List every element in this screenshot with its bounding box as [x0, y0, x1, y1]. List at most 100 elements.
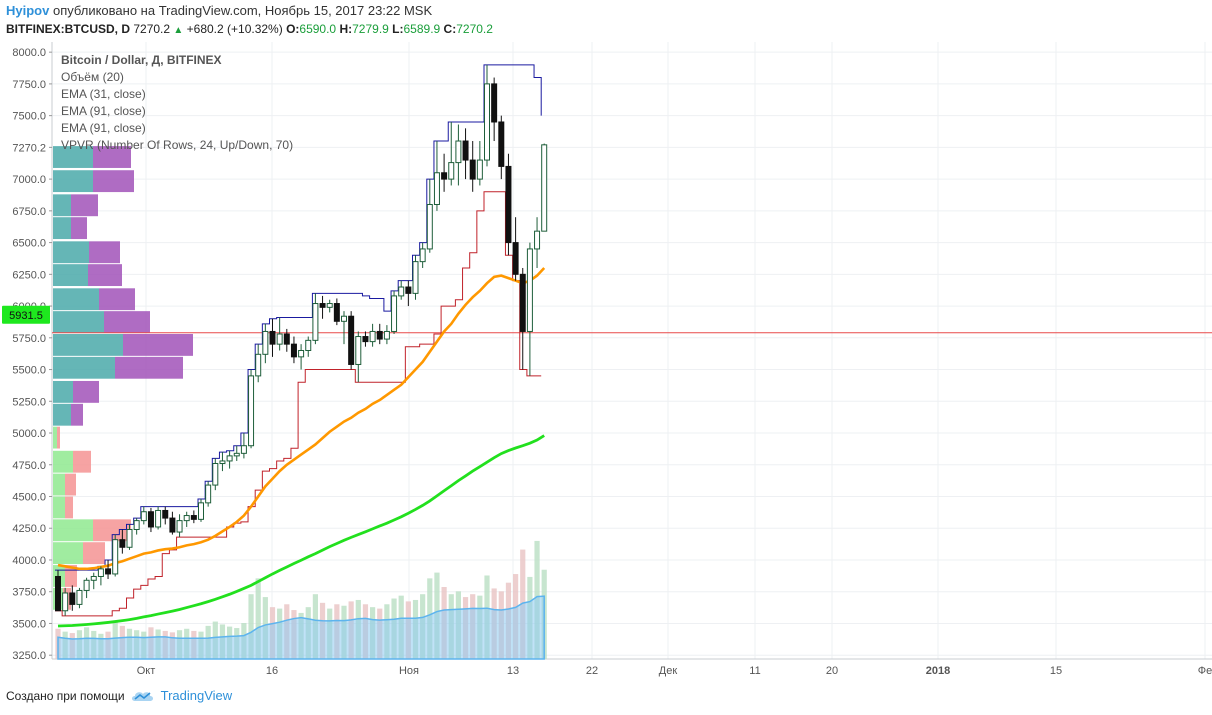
legend-item: EMA (31, close) [61, 87, 146, 101]
vp-down-bar [73, 380, 99, 403]
vp-down-bar [93, 146, 131, 168]
y-tick-label: 5250.0 [12, 396, 46, 408]
vp-up-bar [53, 146, 93, 168]
candle-body [97, 568, 104, 577]
vp-down-bar [71, 403, 83, 426]
candle-body [233, 452, 240, 457]
candle-body [198, 502, 204, 520]
y-tick-label: 4750.0 [12, 460, 46, 472]
candle-body [498, 121, 505, 167]
x-tick-label: 11 [749, 665, 760, 677]
vp-up-bar [53, 519, 93, 542]
candle-body [269, 330, 276, 345]
footer: Создано при помощи TradingView [6, 688, 232, 703]
open-label: O: [286, 22, 300, 36]
candle-body [76, 589, 83, 605]
grid [51, 42, 1212, 660]
candle-body [376, 330, 383, 340]
channel-lower-line [55, 191, 542, 617]
last-price: 7270.2 [133, 22, 171, 36]
volume-bar [248, 594, 254, 659]
price-badge-text: 5931.5 [9, 310, 43, 322]
vp-up-bar [53, 450, 73, 473]
candle-body [162, 509, 169, 519]
y-axis[interactable]: 3250.0 3500.0 3750.0 4000.0 4250.0 4500.0 4750… [2, 47, 52, 662]
candle-body [333, 303, 340, 322]
candle-body [105, 568, 112, 575]
vp-up-bar [53, 288, 99, 311]
x-tick-label: 22 [586, 665, 598, 677]
symbol: BITFINEX:BTCUSD, D [6, 22, 130, 36]
candle-body [147, 511, 154, 528]
candle-body [283, 333, 290, 345]
candle-body [383, 330, 390, 340]
y-tick-label: 3750.0 [12, 587, 46, 599]
x-tick-label: Фе [1198, 665, 1212, 677]
x-tick-label: 13 [507, 665, 519, 677]
candle-body [298, 350, 305, 358]
price-chart[interactable]: Bitcoin / Dollar, Д, BITFINEX Объём (20) E… [0, 42, 1212, 682]
y-tick-label: 5000.0 [12, 428, 46, 440]
vp-down-bar [71, 194, 98, 217]
candle-body [119, 539, 126, 548]
created-with: Создано при помощи [6, 688, 125, 703]
legend: Bitcoin / Dollar, Д, BITFINEX Объём (20) E… [61, 53, 293, 152]
close-value: 7270.2 [456, 22, 493, 36]
low-value: 6589.9 [403, 22, 441, 36]
tradingview-cloud-icon [131, 691, 153, 701]
y-tick-label: 8000.0 [12, 47, 46, 59]
candle-body [462, 140, 469, 161]
vp-up-bar [53, 380, 73, 403]
publish-line: Hyipov опубликовано на TradingView.com, … [6, 3, 432, 18]
candle-body [262, 330, 269, 355]
vp-up-bar [53, 333, 123, 356]
vp-down-bar [65, 473, 76, 496]
candle-body [448, 162, 455, 180]
vp-down-bar [57, 426, 60, 449]
candle-body [484, 83, 490, 161]
volume-bar [255, 578, 261, 659]
vp-down-bar [73, 450, 91, 473]
vp-down-bar [93, 519, 131, 542]
legend-item: VPVR (Number Of Rows, 24, Up/Down, 70) [61, 138, 293, 152]
candle-body [398, 286, 405, 297]
x-tick-label: Дек [659, 665, 678, 677]
candle-body [240, 445, 247, 454]
candle-body [441, 172, 448, 180]
open-value: 6590.0 [299, 22, 337, 36]
tradingview-link[interactable]: TradingView [131, 688, 232, 703]
vp-up-bar [53, 473, 65, 496]
x-tick-label: Ноя [399, 665, 419, 677]
candle-body [426, 204, 433, 250]
legend-item: Bitcoin / Dollar, Д, BITFINEX [61, 53, 222, 67]
candle-body [505, 165, 512, 244]
high-value: 7279.9 [352, 22, 389, 36]
vp-down-bar [65, 496, 73, 519]
chart-area[interactable]: Bitcoin / Dollar, Д, BITFINEX Объём (20) E… [0, 42, 1212, 682]
vp-down-bar [83, 542, 105, 565]
vp-up-bar [53, 426, 57, 449]
x-axis[interactable]: Окт 16 Ноя 13 22 Дек 11 20 2018 15 Фе [137, 665, 1212, 677]
price-badge [2, 305, 50, 324]
candle-body [348, 315, 355, 365]
volume-ma-area [57, 595, 545, 660]
vp-up-bar [53, 170, 93, 193]
legend-item: EMA (91, close) [61, 104, 146, 118]
vp-up-bar [53, 403, 71, 426]
y-tick-label: 5500.0 [12, 365, 46, 377]
candle-body [412, 261, 419, 294]
vp-down-bar [123, 333, 193, 356]
y-tick-label: 6250.0 [12, 269, 46, 281]
author-link[interactable]: Hyipov [6, 3, 50, 18]
close-label: C: [443, 22, 457, 36]
candle-body [433, 172, 440, 206]
candle-body [491, 83, 498, 123]
vp-down-bar [93, 170, 134, 193]
vp-down-bar [99, 288, 135, 311]
candle-body [319, 303, 326, 308]
candle-body [69, 592, 76, 605]
y-tick-label: 7750.0 [12, 79, 46, 91]
low-label: L: [392, 22, 404, 36]
candle-body [140, 511, 147, 522]
ema-91-line [57, 434, 545, 628]
